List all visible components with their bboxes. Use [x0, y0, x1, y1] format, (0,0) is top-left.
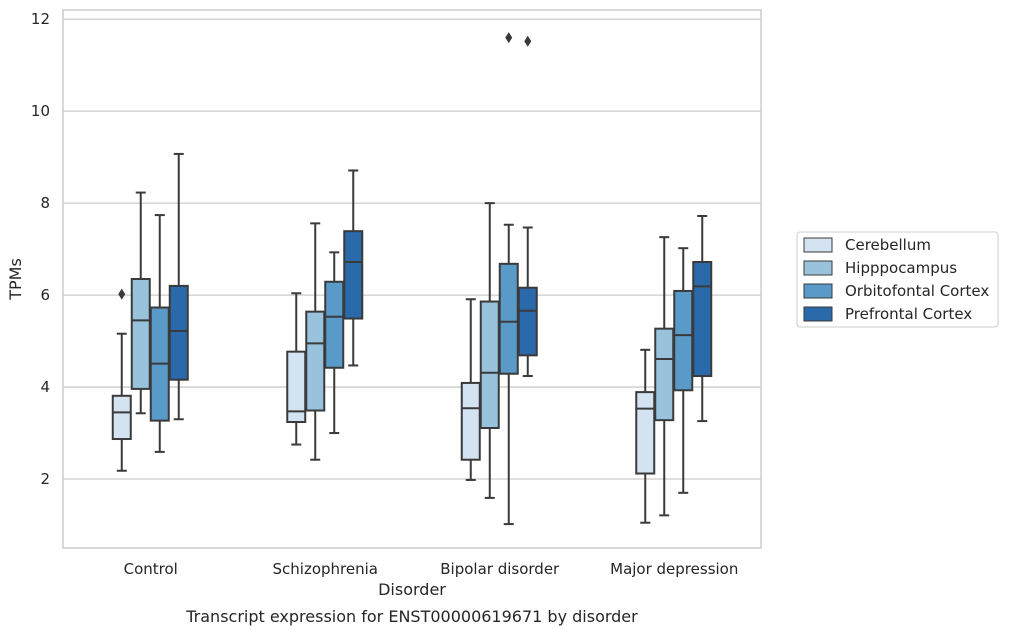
legend-swatch: [803, 283, 833, 299]
box-4-1: [635, 348, 656, 524]
y-tick-labels: 2 4 6 8 10 12: [31, 10, 50, 488]
legend-swatch: [803, 306, 833, 322]
legend-label: Prefrontal Cortex: [845, 305, 972, 323]
x-tick-label: Bipolar disorder: [440, 560, 560, 578]
y-tick-label: 12: [31, 10, 50, 28]
box-body: [692, 260, 713, 378]
box-2-1: [286, 292, 307, 446]
x-tick-label: Major depression: [610, 560, 738, 578]
y-tick-label: 6: [40, 286, 50, 304]
x-tick-label: Control: [124, 560, 178, 578]
box-3-1: [460, 298, 481, 481]
y-axis-label: TPMs: [6, 258, 25, 301]
outlier-point: [505, 32, 513, 44]
box-body: [168, 284, 189, 381]
box-body: [305, 310, 326, 412]
legend: Cerebellum Hipppocampus Orbitofontal Corte…: [796, 231, 999, 328]
y-tick-label: 4: [40, 378, 50, 396]
legend-swatch: [803, 237, 833, 253]
box-4-3: [673, 247, 694, 494]
box-body: [498, 262, 519, 375]
box-3-4: [517, 35, 538, 378]
outlier-point: [118, 288, 126, 300]
box-body: [343, 230, 364, 320]
box-body: [479, 300, 500, 429]
x-tick-label: Schizophrenia: [273, 560, 378, 578]
y-tick-label: 8: [40, 194, 50, 212]
box-body: [130, 278, 151, 390]
box-1-2: [130, 191, 151, 415]
y-tick-label: 10: [31, 102, 50, 120]
box-body: [324, 280, 345, 369]
box-1-4: [168, 152, 189, 421]
box-3-3: [498, 32, 519, 526]
box-2-4: [343, 169, 364, 367]
plot-area-frame: [62, 9, 762, 549]
legend-frame: [796, 231, 999, 328]
chart-caption: Transcript expression for ENST0000061967…: [185, 607, 638, 626]
legend-label: Orbitofontal Cortex: [845, 282, 989, 300]
box-2-2: [305, 222, 326, 461]
legend-label: Hipppocampus: [845, 259, 957, 277]
box-body: [111, 394, 132, 441]
x-axis-label: Disorder: [378, 580, 446, 599]
box-body: [673, 289, 694, 392]
box-1-1: [111, 288, 132, 472]
box-body: [460, 381, 481, 461]
y-tick-label: 2: [40, 470, 50, 488]
box-4-2: [654, 236, 675, 517]
box-body: [654, 327, 675, 422]
box-1-3: [149, 214, 170, 453]
box-3-2: [479, 202, 500, 499]
boxes: [111, 32, 713, 526]
outlier-point: [524, 35, 532, 47]
box-2-3: [324, 251, 345, 435]
box-4-4: [692, 215, 713, 423]
legend-label: Cerebellum: [845, 236, 931, 254]
box-body: [635, 391, 656, 475]
box-body: [517, 286, 538, 357]
x-tick-labels: Control Schizophrenia Bipolar disorder Majo…: [124, 560, 739, 578]
legend-swatch: [803, 260, 833, 276]
